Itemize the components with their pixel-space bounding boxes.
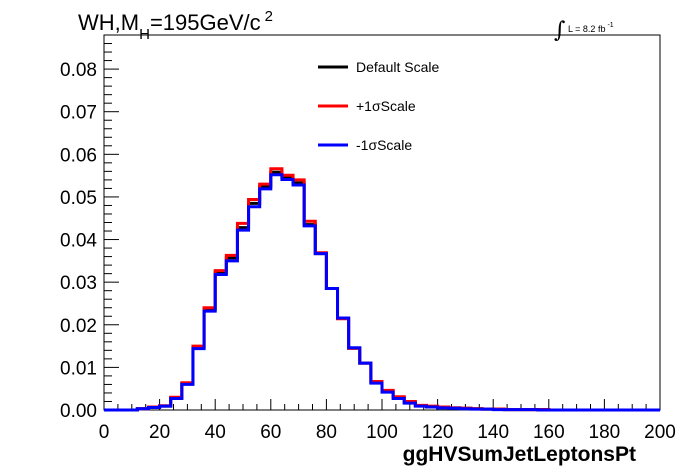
series-line-minus1sigma <box>104 173 660 412</box>
x-tick-label: 140 <box>477 422 509 443</box>
x-tick-label: 160 <box>533 422 565 443</box>
x-tick-label: 200 <box>644 422 676 443</box>
y-tick-label: 0.03 <box>60 273 97 294</box>
series-line-default <box>104 170 660 412</box>
chart-title-main: WH,M <box>78 10 139 35</box>
histogram-series <box>104 167 660 412</box>
legend-label-minus1sigma: -1σScale <box>356 137 412 153</box>
plot-frame <box>103 34 661 411</box>
y-tick-label: 0.08 <box>60 60 97 81</box>
x-tick-label: 60 <box>260 422 281 443</box>
lumi-label: L = 8.2 fb -1 <box>568 22 614 34</box>
chart-title: WH,MH=195GeV/c 2 <box>78 8 273 43</box>
x-tick-label: 0 <box>99 422 110 443</box>
x-tick-label: 40 <box>205 422 226 443</box>
lumi-superscript: -1 <box>607 22 613 29</box>
legend: Default Scale +1σScale -1σScale <box>318 59 439 153</box>
y-tick-label: 0.00 <box>60 401 97 422</box>
lumi-integral-symbol: ∫ <box>554 18 566 43</box>
y-tick-label: 0.05 <box>60 188 97 209</box>
x-tick-label: 20 <box>149 422 170 443</box>
legend-label-default: Default Scale <box>356 59 439 75</box>
legend-label-plus1sigma: +1σScale <box>356 98 416 114</box>
y-tick-label: 0.02 <box>60 316 97 337</box>
x-tick-label: 180 <box>589 422 621 443</box>
y-tick-label: 0.07 <box>60 103 97 124</box>
axis-ticks: 0 20 40 60 80 100 120 140 160 180 200 0.00 0.01 0.02 0… <box>60 34 676 443</box>
x-tick-label: 120 <box>422 422 454 443</box>
y-tick-label: 0.06 <box>60 145 97 166</box>
chart-title-superscript: 2 <box>265 8 273 25</box>
lumi-text: L = 8.2 fb <box>568 24 605 34</box>
series-line-plus1sigma <box>104 167 660 412</box>
chart-title-rest: =195GeV/c <box>150 10 261 35</box>
x-tick-label: 100 <box>366 422 398 443</box>
y-tick-label: 0.01 <box>60 358 97 379</box>
x-axis-title: ggHVSumJetLeptonsPt <box>403 443 636 466</box>
x-tick-label: 80 <box>316 422 337 443</box>
y-tick-label: 0.04 <box>60 231 97 252</box>
